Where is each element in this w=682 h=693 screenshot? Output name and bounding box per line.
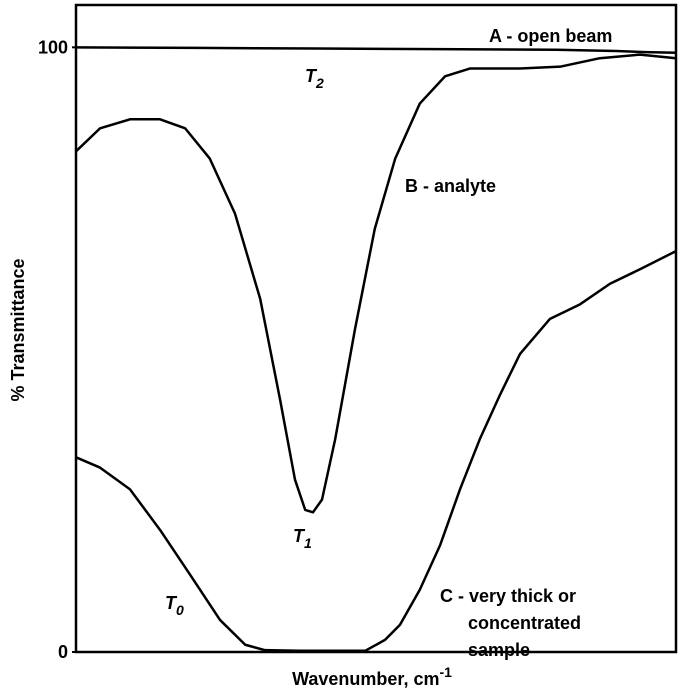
data-line <box>75 249 677 653</box>
plot-frame <box>74 3 678 654</box>
y-axis-label: % Transmittance <box>8 258 28 401</box>
symbol-text: T <box>305 66 318 86</box>
data-line <box>75 53 677 514</box>
annotation-symbol: T1 <box>293 526 312 551</box>
annotation: A - open beam <box>489 26 612 46</box>
x-label-superscript: -1 <box>439 664 452 680</box>
y-tick-label: 100 <box>38 37 68 57</box>
symbol-subscript: 0 <box>176 602 184 618</box>
annotation: C - very thick or <box>440 586 576 606</box>
annotation: B - analyte <box>405 176 496 196</box>
data-line <box>75 46 677 55</box>
symbol-text: T <box>165 593 178 613</box>
annotation-symbol: T0 <box>165 593 184 618</box>
symbol-text: T <box>293 526 306 546</box>
annotation-symbol: T2 <box>305 66 324 91</box>
symbol-subscript: 1 <box>304 535 312 551</box>
y-tick-label: 0 <box>58 642 68 662</box>
x-label-text: Wavenumber, cm <box>292 669 439 689</box>
symbol-subscript: 2 <box>315 75 324 91</box>
x-axis-label: Wavenumber, cm-1 <box>292 664 452 689</box>
annotation: concentrated <box>468 613 581 633</box>
annotation: sample <box>468 640 530 660</box>
